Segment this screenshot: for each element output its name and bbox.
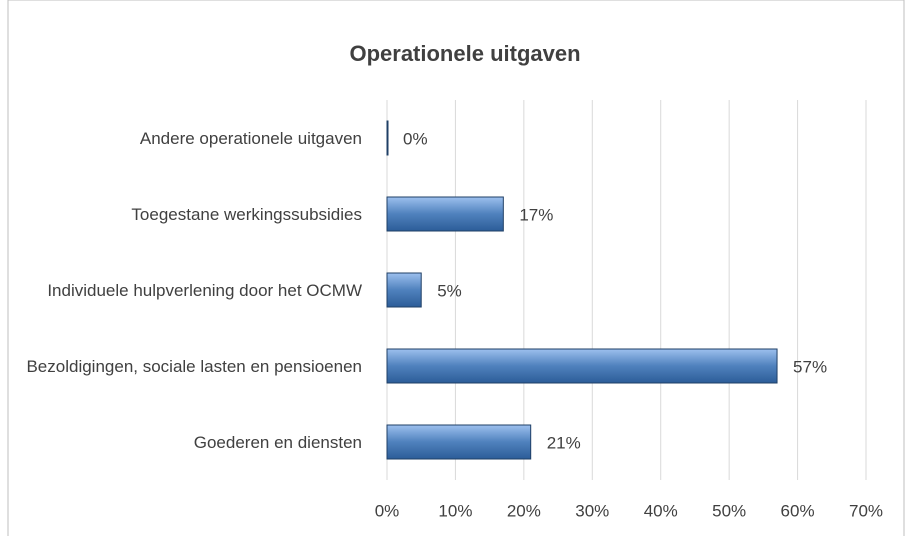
x-tick-label: 70% — [849, 501, 883, 520]
x-tick-label: 10% — [438, 501, 472, 520]
data-label: 57% — [793, 357, 827, 376]
bar — [386, 196, 504, 232]
y-tick-label: Bezoldigingen, sociale lasten en pensioe… — [26, 356, 362, 376]
bar — [386, 120, 389, 156]
y-tick-label-box: Bezoldigingen, sociale lasten en pensioe… — [26, 336, 362, 396]
bar — [386, 348, 778, 384]
y-tick-label-box: Toegestane werkingssubsidies — [131, 184, 362, 244]
bar — [386, 424, 532, 460]
x-tick-label: 60% — [781, 501, 815, 520]
data-label: 21% — [547, 433, 581, 452]
x-tick-label: 20% — [507, 501, 541, 520]
y-tick-label: Goederen en diensten — [193, 432, 362, 452]
data-label: 17% — [519, 205, 553, 224]
data-label: 5% — [437, 281, 462, 300]
chart-title: Operationele uitgaven — [349, 41, 580, 66]
y-tick-label: Andere operationele uitgaven — [139, 128, 362, 148]
y-tick-label-box: Individuele hulpverlening door het OCMW — [47, 260, 362, 320]
x-tick-label: 40% — [644, 501, 678, 520]
x-tick-label: 0% — [375, 501, 400, 520]
y-tick-label: Toegestane werkingssubsidies — [131, 204, 362, 224]
bar — [386, 272, 422, 308]
y-tick-label: Individuele hulpverlening door het OCMW — [47, 280, 362, 300]
y-tick-label-box: Andere operationele uitgaven — [140, 108, 362, 168]
x-tick-label: 50% — [712, 501, 746, 520]
y-tick-label-box: Goederen en diensten — [194, 412, 362, 472]
x-tick-label: 30% — [575, 501, 609, 520]
data-label: 0% — [403, 129, 428, 148]
